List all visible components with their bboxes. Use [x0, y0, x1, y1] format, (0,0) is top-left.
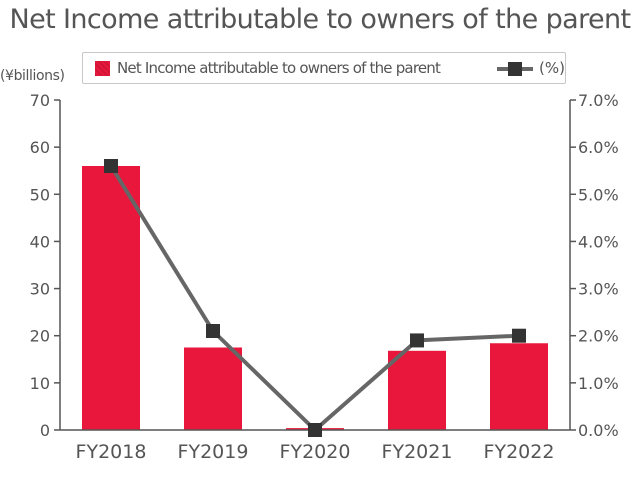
right-axis-tick-label: 4.0% — [578, 232, 619, 251]
right-axis-tick-label: 7.0% — [578, 91, 619, 110]
right-axis-tick-label: 1.0% — [578, 374, 619, 393]
bar-fy2018 — [82, 166, 140, 430]
x-axis-label: FY2021 — [382, 441, 453, 463]
left-axis-tick-label: 50 — [30, 185, 50, 204]
x-axis-label: FY2018 — [76, 441, 147, 463]
left-axis-tick-label: 30 — [30, 280, 50, 299]
bar-fy2022 — [490, 343, 548, 430]
left-axis-tick-label: 10 — [30, 374, 50, 393]
ratio-marker-fy2021 — [410, 333, 424, 348]
right-axis-tick-label: 2.0% — [578, 327, 619, 346]
ratio-marker-fy2019 — [206, 324, 220, 338]
left-axis-tick-label: 40 — [30, 232, 50, 251]
right-axis-tick-label: 0.0% — [578, 421, 619, 440]
ratio-marker-fy2022 — [512, 328, 526, 343]
right-axis-tick-label: 5.0% — [578, 185, 619, 204]
bar-fy2021 — [388, 350, 446, 430]
ratio-line — [109, 164, 520, 432]
chart-title: Net Income attributable to owners of the… — [9, 4, 631, 35]
legend-bar-label: Net Income attributable to owners of the… — [117, 59, 441, 77]
x-axis-label: FY2019 — [178, 441, 249, 463]
bar-fy2019 — [184, 347, 242, 430]
left-axis-tick-label: 60 — [30, 138, 50, 157]
right-axis-tick-label: 6.0% — [578, 138, 619, 157]
ratio-marker-fy2020 — [308, 423, 322, 437]
legend-line-label: (%) — [539, 59, 565, 77]
legend-bar-swatch — [95, 61, 110, 76]
left-axis-unit-label: (¥billions) — [0, 68, 65, 84]
left-axis-tick-label: 70 — [30, 91, 50, 110]
right-axis-tick-label: 3.0% — [578, 280, 619, 299]
left-axis-tick-label: 20 — [30, 327, 50, 346]
chart-legend: Net Income attributable to owners of the… — [82, 52, 566, 84]
legend-line-marker — [497, 62, 533, 76]
x-axis-label: FY2022 — [484, 441, 555, 463]
x-axis-label: FY2020 — [280, 441, 351, 463]
left-axis-tick-label: 0 — [40, 421, 50, 440]
ratio-marker-fy2018 — [104, 159, 118, 173]
